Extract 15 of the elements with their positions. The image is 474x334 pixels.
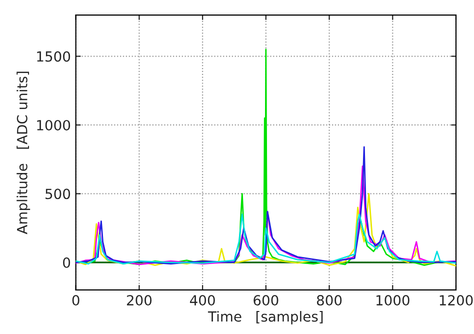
y-axis-title: Amplitude [ADC units] — [16, 72, 30, 234]
x-axis-title: Time [samples] — [208, 310, 323, 324]
x-tick-label: 200 — [126, 295, 152, 306]
y-tick-label: 0 — [63, 257, 70, 268]
x-tick-label: 1000 — [376, 295, 410, 306]
x-tick-label: 600 — [254, 295, 278, 306]
y-tick-label: 1500 — [37, 51, 70, 62]
x-tick-label: 400 — [190, 295, 215, 306]
x-tick-label: 1200 — [440, 295, 473, 306]
x-tick-label: 800 — [316, 295, 342, 306]
line-series — [76, 146, 456, 264]
y-tick-label: 1000 — [37, 120, 70, 130]
y-tick-label: 500 — [46, 188, 70, 200]
line-series — [76, 214, 456, 264]
x-tick-label: 0 — [72, 295, 80, 306]
